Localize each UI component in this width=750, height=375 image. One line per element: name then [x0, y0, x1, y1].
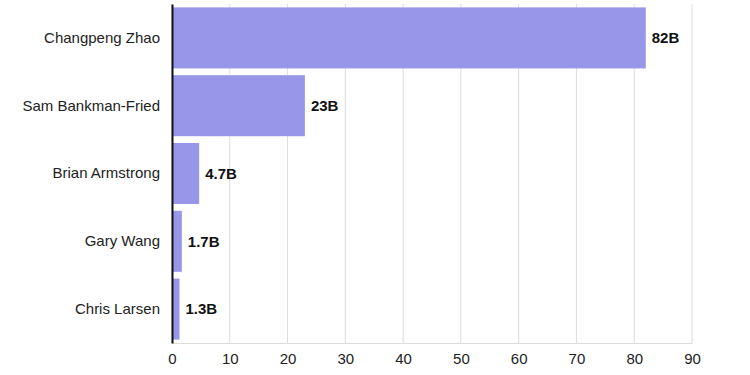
- x-tick: 70: [569, 343, 586, 367]
- x-tick: 80: [626, 343, 643, 367]
- data-label: 1.3B: [186, 300, 218, 317]
- data-label: 82B: [652, 29, 680, 46]
- x-tick-label: 10: [222, 350, 239, 367]
- x-tick-label: 50: [453, 350, 470, 367]
- x-tick-label: 80: [626, 350, 643, 367]
- y-axis-line: [172, 5, 174, 344]
- grid-line: [692, 4, 693, 343]
- x-tick-label: 60: [511, 350, 528, 367]
- category-label: Gary Wang: [85, 232, 160, 249]
- chart: 0 10 20 30 40 50 60 70 80 90 Changpeng Zhao Sam Ban…: [0, 0, 750, 375]
- y-tick: Sam Bankman-Fried: [22, 97, 172, 114]
- plot: 0 10 20 30 40 50 60 70 80 90 Changpeng Zhao Sam Ban…: [22, 4, 700, 367]
- data-label: 1.7B: [188, 233, 220, 250]
- x-tick: 60: [511, 343, 528, 367]
- x-tick-label: 20: [280, 350, 297, 367]
- bar: [172, 143, 199, 204]
- category-label: Chris Larsen: [75, 300, 160, 317]
- bar: [172, 7, 646, 68]
- x-tick-label: 40: [395, 350, 412, 367]
- bar: [172, 75, 305, 136]
- x-tick-label: 70: [569, 350, 586, 367]
- x-tick-label: 0: [168, 350, 176, 367]
- y-axis: Changpeng Zhao Sam Bankman-Fried Brian Arm…: [22, 5, 172, 344]
- x-tick: 90: [684, 343, 701, 367]
- bars: [172, 7, 646, 339]
- y-tick: Brian Armstrong: [52, 164, 172, 181]
- x-tick: 40: [395, 343, 412, 367]
- grid-line: [172, 4, 173, 343]
- data-label: 23B: [311, 97, 339, 114]
- data-labels: 82B 23B 4.7B 1.7B 1.3B: [186, 29, 680, 317]
- y-tick: Chris Larsen: [75, 300, 172, 317]
- data-label: 4.7B: [205, 165, 237, 182]
- x-tick: 0: [168, 343, 176, 367]
- x-tick: 30: [337, 343, 354, 367]
- x-tick: 50: [453, 343, 470, 367]
- category-label: Sam Bankman-Fried: [22, 97, 160, 114]
- y-tick: Changpeng Zhao: [44, 29, 172, 46]
- y-tick: Gary Wang: [85, 232, 172, 249]
- category-label: Brian Armstrong: [52, 164, 160, 181]
- x-tick: 10: [222, 343, 239, 367]
- x-axis: 0 10 20 30 40 50 60 70 80 90: [168, 343, 701, 367]
- category-label: Changpeng Zhao: [44, 29, 160, 46]
- x-tick-label: 90: [684, 350, 701, 367]
- grid: [172, 4, 692, 343]
- x-axis-line: [173, 343, 693, 344]
- x-tick-label: 30: [337, 350, 354, 367]
- x-tick: 20: [280, 343, 297, 367]
